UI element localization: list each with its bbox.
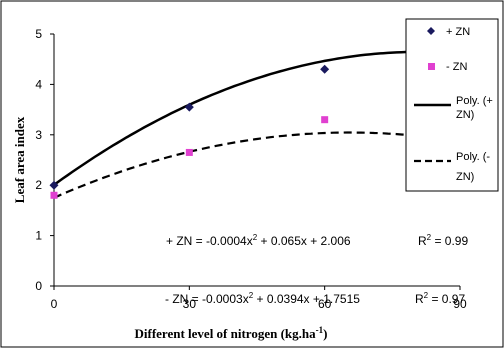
legend-label-minus-zn: - ZN: [446, 61, 467, 73]
r2-plus-zn: R2 = 0.99: [418, 233, 468, 248]
equation-plus-zn-sup: 2: [253, 233, 258, 242]
r2-minus-zn-sup: 2: [424, 291, 429, 300]
legend-marker-minus-zn: [428, 63, 435, 70]
legend-label-poly-plus-zn-2: ZN): [456, 109, 474, 121]
r2-minus-zn: R2 = 0.97: [415, 291, 465, 306]
legend-marker-plus-zn: [427, 27, 435, 35]
point-minus-zn-1: [185, 148, 193, 156]
y-tick-label-2: 2: [35, 178, 42, 192]
y-tick-label-1: 1: [35, 229, 42, 243]
r2-plus-zn-b: = 0.99: [431, 234, 468, 248]
equation-minus-zn-a: - ZN = -0.0003x: [165, 292, 249, 306]
legend-label-plus-zn: + ZN: [446, 26, 470, 38]
x-tick-label-2: 60: [318, 297, 332, 311]
r2-minus-zn-b: = 0.97: [428, 292, 465, 306]
x-tick-label-3: 90: [453, 297, 467, 311]
x-axis-title-end: ): [323, 326, 327, 341]
y-tick-label-3: 3: [35, 128, 42, 142]
x-tick-label-0: 0: [51, 297, 58, 311]
equation-minus-zn-sup: 2: [249, 291, 254, 300]
legend-label-poly-minus-zn-2: ZN): [456, 171, 474, 183]
legend-label-poly-minus-zn-1: Poly. (-: [456, 151, 490, 163]
point-plus-zn-0: [49, 180, 59, 190]
trend-curve-plus-zn: [53, 50, 461, 186]
y-tick-label-0: 0: [35, 279, 42, 293]
y-tick-label-4: 4: [35, 77, 42, 91]
x-tick-label-1: 30: [183, 297, 197, 311]
point-minus-zn-0: [50, 191, 58, 199]
point-plus-zn-1: [184, 102, 194, 112]
trend-curves: [53, 50, 461, 199]
point-minus-zn-2: [321, 116, 329, 124]
equation-plus-zn-a: + ZN = -0.0004x: [166, 234, 253, 248]
x-axis-title-main: Different level of nitrogen (kg.ha: [135, 326, 317, 341]
r2-plus-zn-a: R: [418, 234, 427, 248]
legend: + ZN - ZN Poly. (+ ZN) Poly. (- ZN): [405, 18, 499, 192]
trend-curve-minus-zn: [53, 131, 461, 199]
legend-label-poly-plus-zn-1: Poly. (+: [456, 95, 493, 107]
equation-minus-zn: - ZN = -0.0003x2 + 0.0394x + 1.7515: [165, 291, 360, 306]
r2-minus-zn-a: R: [415, 292, 424, 306]
equation-plus-zn: + ZN = -0.0004x2 + 0.065x + 2.006: [166, 233, 351, 248]
x-axis-title-sup: -1: [316, 325, 324, 335]
equation-minus-zn-b: + 0.0394x + 1.7515: [253, 292, 360, 306]
equation-plus-zn-b: + 0.065x + 2.006: [257, 234, 351, 248]
axes: 0 1 2 3 4 5 0 30 60 90: [35, 27, 467, 311]
point-plus-zn-2: [320, 64, 330, 74]
y-tick-label-5: 5: [35, 27, 42, 41]
r2-plus-zn-sup: 2: [427, 233, 432, 242]
y-axis-title: Leaf area index: [12, 116, 27, 203]
x-axis-title: Different level of nitrogen (kg.ha-1): [135, 325, 328, 341]
